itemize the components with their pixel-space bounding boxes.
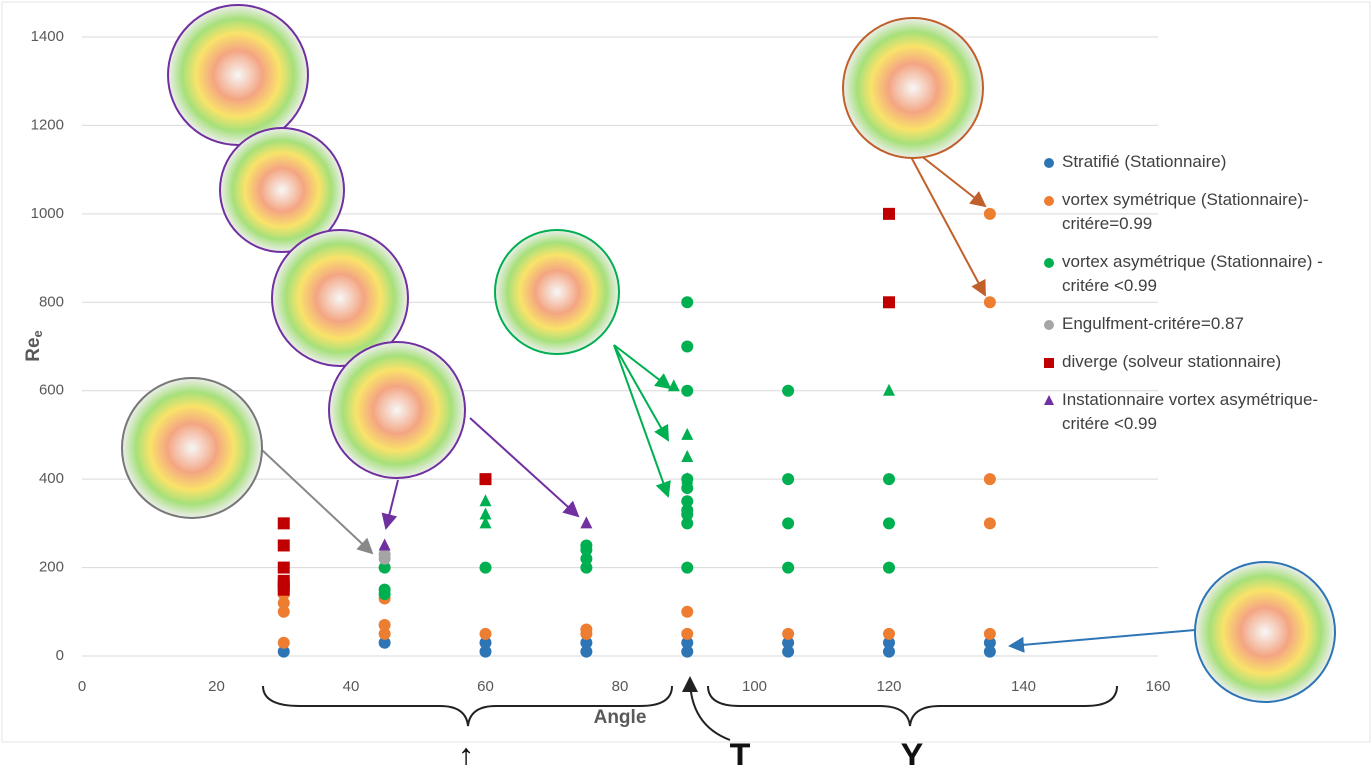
marker-square: [480, 473, 492, 485]
marker-square: [278, 517, 290, 529]
marker-triangle: [1044, 395, 1054, 405]
marker-square: [883, 208, 895, 220]
marker-circle: [782, 473, 794, 485]
marker-circle: [580, 539, 592, 551]
legend-label: vortex asymétrique (Stationnaire) - crit…: [1062, 252, 1323, 295]
marker-circle: [681, 562, 693, 574]
marker-circle: [1044, 320, 1054, 330]
legend-icon: [1042, 318, 1056, 332]
marker-triangle: [480, 494, 492, 506]
legend: Stratifié (Stationnaire) vortex symétriqu…: [1042, 150, 1362, 450]
legend-label: Instationnaire vortex asymétrique-critér…: [1062, 390, 1318, 433]
x-tick-label: 120: [876, 678, 901, 695]
marker-square: [278, 539, 290, 551]
annotation: ↑: [458, 737, 475, 765]
legend-icon: [1042, 256, 1056, 270]
marker-circle: [984, 296, 996, 308]
marker-circle: [681, 296, 693, 308]
legend-label: diverge (solveur stationnaire): [1062, 352, 1281, 371]
marker-circle: [681, 341, 693, 353]
legend-item: diverge (solveur stationnaire): [1042, 350, 1352, 374]
y-tick-label: 200: [39, 559, 64, 576]
marker-circle: [984, 473, 996, 485]
annotation: T: [730, 737, 751, 765]
marker-circle: [883, 628, 895, 640]
marker-circle: [681, 606, 693, 618]
marker-circle: [681, 628, 693, 640]
legend-item: vortex symétrique (Stationnaire)-critére…: [1042, 188, 1352, 236]
legend-item: Engulfment-critére=0.87: [1042, 312, 1352, 336]
legend-icon: [1042, 394, 1056, 408]
y-tick-label: 800: [39, 293, 64, 310]
marker-triangle: [379, 538, 391, 550]
y-axis-label-main: Re: [23, 337, 44, 361]
x-tick-label: 100: [742, 678, 767, 695]
marker-triangle: [668, 379, 680, 391]
legend-icon: [1042, 356, 1056, 370]
legend-label: Engulfment-critére=0.87: [1062, 314, 1244, 333]
marker-triangle: [681, 428, 693, 440]
marker-circle: [782, 628, 794, 640]
marker-circle: [883, 562, 895, 574]
marker-circle: [883, 517, 895, 529]
legend-icon: [1042, 194, 1056, 208]
x-tick-label: 20: [208, 678, 225, 695]
legend-label: Stratifié (Stationnaire): [1062, 152, 1226, 171]
marker-circle: [984, 628, 996, 640]
x-tick-label: 160: [1145, 678, 1170, 695]
y-tick-label: 1200: [31, 116, 64, 133]
marker-circle: [278, 637, 290, 649]
annotation: Y: [901, 737, 924, 765]
marker-circle: [883, 473, 895, 485]
marker-circle: [984, 517, 996, 529]
marker-circle: [1044, 158, 1054, 168]
y-tick-label: 600: [39, 382, 64, 399]
marker-square: [1044, 358, 1054, 368]
marker-circle: [379, 584, 391, 596]
legend-item: Stratifié (Stationnaire): [1042, 150, 1352, 174]
marker-circle: [580, 623, 592, 635]
x-tick-label: 80: [612, 678, 629, 695]
legend-icon: [1042, 156, 1056, 170]
marker-circle: [984, 208, 996, 220]
marker-square: [883, 296, 895, 308]
marker-triangle: [883, 384, 895, 396]
legend-label: vortex symétrique (Stationnaire)-critére…: [1062, 190, 1309, 233]
x-tick-label: 0: [78, 678, 86, 695]
marker-circle: [1044, 196, 1054, 206]
y-tick-label: 400: [39, 470, 64, 487]
marker-triangle: [580, 516, 592, 528]
y-tick-label: 0: [56, 647, 64, 664]
marker-circle: [480, 562, 492, 574]
marker-triangle: [681, 450, 693, 462]
legend-item: Instationnaire vortex asymétrique-critér…: [1042, 388, 1352, 436]
marker-circle: [782, 517, 794, 529]
x-axis-label: Angle: [594, 707, 647, 728]
marker-circle: [782, 385, 794, 397]
marker-circle: [681, 495, 693, 507]
marker-triangle: [480, 508, 492, 520]
y-axis-label: Ree: [23, 330, 45, 362]
marker-circle: [379, 619, 391, 631]
y-tick-label: 1400: [31, 28, 64, 45]
y-tick-label: 1000: [31, 205, 64, 222]
marker-square: [278, 575, 290, 587]
legend-item: vortex asymétrique (Stationnaire) - crit…: [1042, 250, 1352, 298]
x-tick-label: 60: [477, 678, 494, 695]
marker-circle: [480, 628, 492, 640]
y-axis-label-sub: e: [30, 330, 45, 337]
marker-square: [278, 562, 290, 574]
marker-circle: [1044, 258, 1054, 268]
marker-circle: [681, 385, 693, 397]
x-tick-label: 40: [343, 678, 360, 695]
marker-circle: [782, 562, 794, 574]
page: 0 200 400 600 800 1000 1200 1400 0 20 40 60 80 100 120…: [0, 0, 1372, 765]
x-tick-label: 140: [1011, 678, 1036, 695]
